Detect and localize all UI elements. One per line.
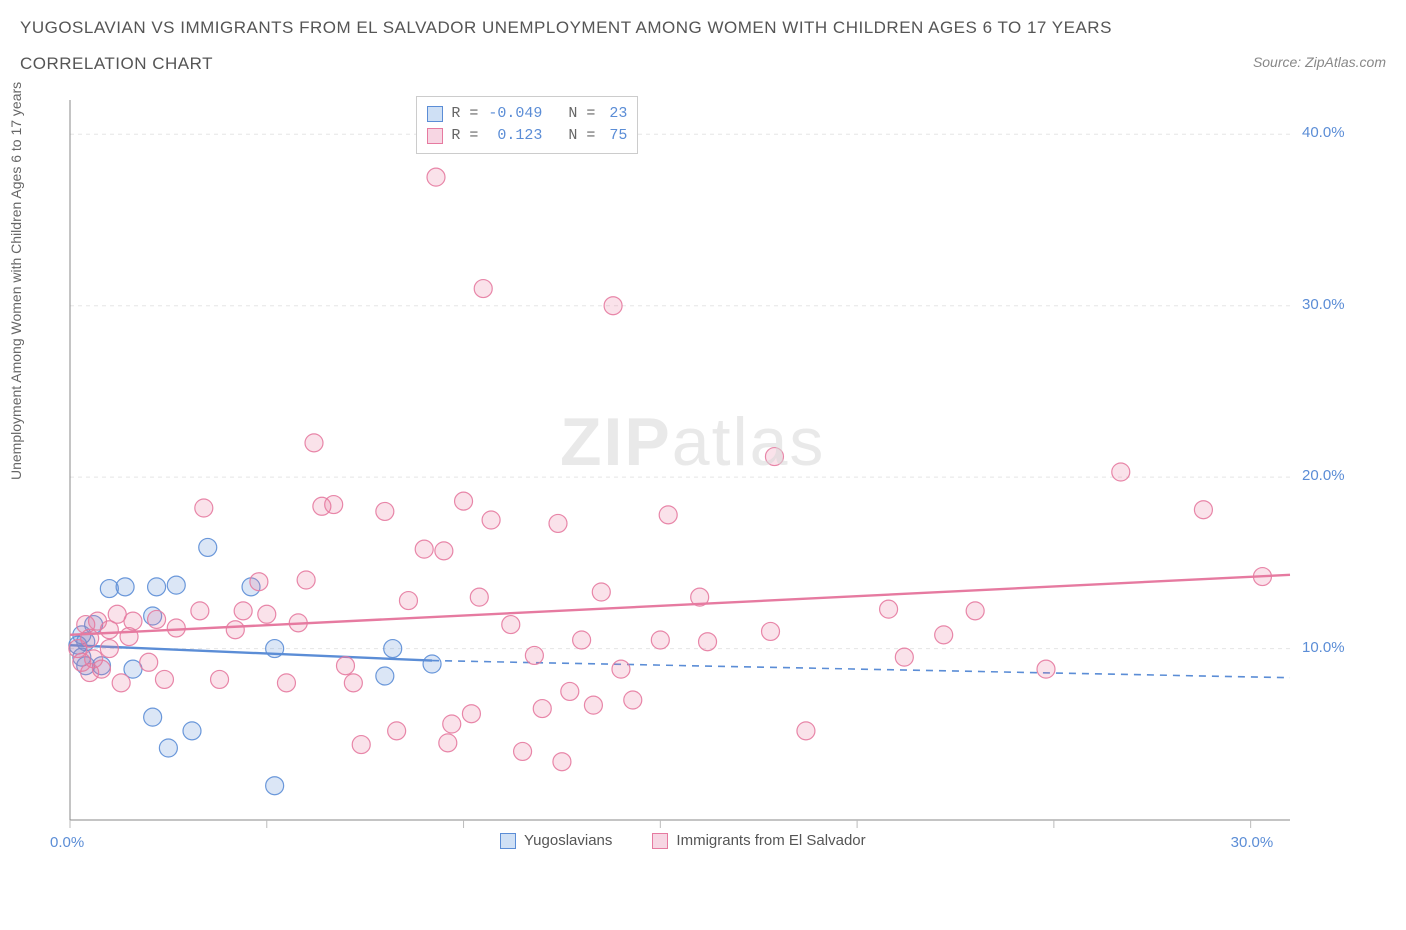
legend-item: Immigrants from El Salvador xyxy=(652,832,865,849)
x-tick-label: 30.0% xyxy=(1231,834,1274,851)
legend-swatch xyxy=(427,128,443,144)
y-tick-label: 30.0% xyxy=(1302,296,1345,313)
chart-title-line1: YUGOSLAVIAN VS IMMIGRANTS FROM EL SALVAD… xyxy=(20,18,1112,38)
correlation-row: R = -0.049 N = 23 xyxy=(427,103,627,125)
y-tick-label: 10.0% xyxy=(1302,639,1345,656)
source-label: Source: ZipAtlas.com xyxy=(1253,54,1386,70)
n-value: 75 xyxy=(603,125,627,147)
n-label: N = xyxy=(550,125,595,147)
chart-container: YUGOSLAVIAN VS IMMIGRANTS FROM EL SALVAD… xyxy=(0,0,1406,930)
series-legend: Yugoslavians Immigrants from El Salvador xyxy=(500,832,866,849)
n-value: 23 xyxy=(603,103,627,125)
correlation-legend: R = -0.049 N = 23 R = 0.123 N = 75 xyxy=(416,96,638,154)
legend-label: Immigrants from El Salvador xyxy=(676,832,865,849)
y-tick-label: 20.0% xyxy=(1302,467,1345,484)
y-tick-label: 40.0% xyxy=(1302,124,1345,141)
n-label: N = xyxy=(550,103,595,125)
legend-swatch xyxy=(500,833,516,849)
chart-title-line2: CORRELATION CHART xyxy=(20,54,213,74)
legend-item: Yugoslavians xyxy=(500,832,612,849)
legend-swatch xyxy=(427,106,443,122)
legend-swatch xyxy=(652,833,668,849)
legend-label: Yugoslavians xyxy=(524,832,612,849)
correlation-row: R = 0.123 N = 75 xyxy=(427,125,627,147)
r-label: R = xyxy=(451,125,478,147)
scatter-plot xyxy=(60,90,1360,860)
r-label: R = xyxy=(451,103,478,125)
r-value: 0.123 xyxy=(486,125,542,147)
x-tick-label: 0.0% xyxy=(50,834,84,851)
r-value: -0.049 xyxy=(486,103,542,125)
y-axis-label: Unemployment Among Women with Children A… xyxy=(8,82,24,480)
